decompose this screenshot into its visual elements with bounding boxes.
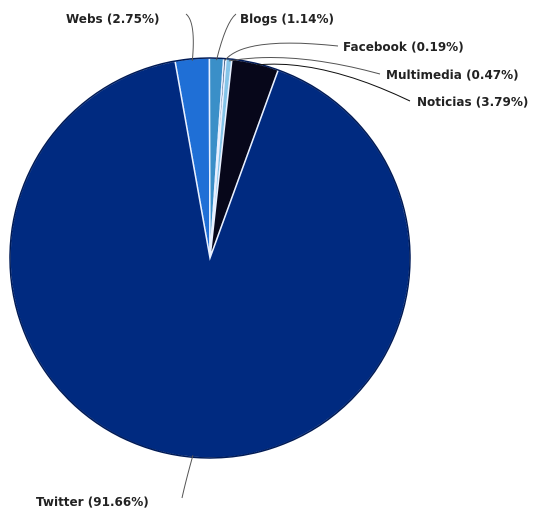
- label-twitter: Twitter (91.66%): [36, 495, 149, 509]
- pie-outline: [9, 57, 411, 459]
- slice-labels: Webs (2.75%) Blogs (1.14%) Facebook (0.1…: [36, 12, 528, 509]
- leader-facebook: [224, 42, 339, 61]
- leader-lines: [181, 13, 411, 499]
- label-blogs: Blogs (1.14%): [240, 12, 334, 26]
- leader-twitter: [181, 455, 194, 499]
- pie-slices: [9, 57, 411, 459]
- leader-multimedia: [228, 56, 381, 75]
- label-webs: Webs (2.75%): [66, 12, 159, 26]
- leader-webs: [185, 13, 194, 61]
- leader-blogs: [216, 13, 237, 61]
- label-multimedia: Multimedia (0.47%): [386, 68, 519, 82]
- label-noticias: Noticias (3.79%): [417, 95, 528, 109]
- label-facebook: Facebook (0.19%): [343, 40, 464, 54]
- leader-noticias: [254, 63, 411, 102]
